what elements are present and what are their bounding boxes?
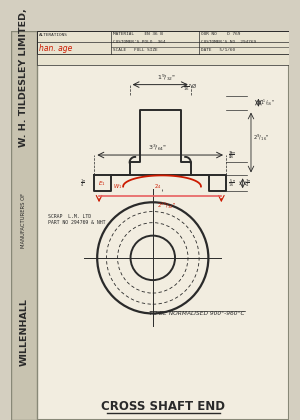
Text: DATE   5/1/60: DATE 5/1/60 [201,47,235,52]
Text: TO BE NORMALISED 900°-960°C: TO BE NORMALISED 900°-960°C [148,311,244,316]
Bar [11,31,37,420]
Text: ALTERATIONS: ALTERATIONS [39,33,68,37]
Bar [37,31,289,54]
Text: $\frac{5}{16}$": $\frac{5}{16}$" [228,178,237,189]
Text: $\frac{3}{4}$": $\frac{3}{4}$" [228,149,234,160]
Text: $W_1$: $W_1$ [113,182,122,191]
Text: WILLENHALL: WILLENHALL [20,298,28,366]
Text: han. age: han. age [39,44,72,53]
Text: $\frac{9}{16}$": $\frac{9}{16}$" [228,149,237,160]
Bar [37,54,289,65]
Text: $3^{3}/_{64}$": $3^{3}/_{64}$" [148,143,167,153]
Text: SCRAP  L.M. LTD: SCRAP L.M. LTD [48,214,91,219]
Text: W. H. TILDESLEY LIMITED,: W. H. TILDESLEY LIMITED, [20,8,28,147]
Text: CROSS SHAFT END: CROSS SHAFT END [101,399,225,412]
Text: $1^{9}/_{32}$": $1^{9}/_{32}$" [157,73,176,83]
Text: MANUFACTURERS OF: MANUFACTURERS OF [22,193,26,248]
Text: $\frac{1}{4}$": $\frac{1}{4}$" [80,178,87,189]
Text: CUSTOMER'S POLO  364: CUSTOMER'S POLO 364 [113,40,165,44]
Text: $2^{25}/_{32}$": $2^{25}/_{32}$" [157,201,176,211]
Text: PART NO 294769 & NHT: PART NO 294769 & NHT [48,220,106,225]
Text: MATERIAL    EN 36 B: MATERIAL EN 36 B [113,32,163,36]
Text: $2^{9}/_{16}$": $2^{9}/_{16}$" [253,133,269,143]
Text: $1^{1}/_{16}$": $1^{1}/_{16}$" [260,97,275,108]
Text: $\frac{3}{4}$": $\frac{3}{4}$" [244,178,251,189]
Text: $\frac{5}{16}$"Ø: $\frac{5}{16}$"Ø [183,81,197,93]
Text: $E_1$: $E_1$ [98,179,106,188]
Text: OUR NO    D 769: OUR NO D 769 [201,32,240,36]
Text: CUSTOMER'S NO  294769: CUSTOMER'S NO 294769 [201,40,256,44]
Text: $2_4$: $2_4$ [154,182,161,191]
Text: SCALE   FULL SIZE: SCALE FULL SIZE [113,47,158,52]
